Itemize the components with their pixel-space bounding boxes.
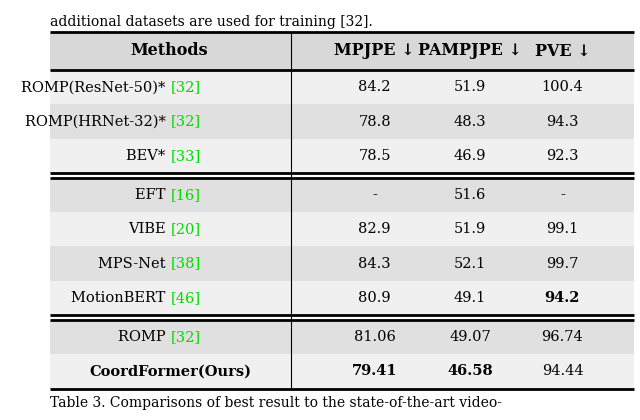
Bar — [49, 320, 634, 354]
Text: 96.74: 96.74 — [541, 330, 583, 344]
Bar — [49, 105, 634, 139]
Text: 94.44: 94.44 — [541, 365, 583, 378]
Text: 51.9: 51.9 — [454, 222, 486, 236]
Text: 46.9: 46.9 — [454, 149, 486, 163]
Text: 51.9: 51.9 — [454, 80, 486, 94]
Text: PAMPJPE ↓: PAMPJPE ↓ — [418, 42, 522, 59]
Text: 51.6: 51.6 — [454, 188, 486, 202]
Text: EFT: EFT — [135, 188, 170, 202]
Text: 49.07: 49.07 — [449, 330, 491, 344]
Text: 81.06: 81.06 — [354, 330, 396, 344]
Text: [38]: [38] — [170, 257, 200, 270]
Bar — [49, 281, 634, 315]
Text: 78.5: 78.5 — [358, 149, 391, 163]
Text: 84.2: 84.2 — [358, 80, 391, 94]
Text: [32]: [32] — [170, 115, 200, 129]
Text: 94.3: 94.3 — [546, 115, 579, 129]
Bar — [49, 212, 634, 247]
Text: [16]: [16] — [170, 188, 200, 202]
Text: additional datasets are used for training [32].: additional datasets are used for trainin… — [49, 15, 372, 29]
Text: [33]: [33] — [170, 149, 200, 163]
Text: [46]: [46] — [170, 291, 200, 305]
Bar — [49, 354, 634, 389]
Text: MotionBERT: MotionBERT — [71, 291, 170, 305]
Text: 79.41: 79.41 — [352, 365, 397, 378]
Text: VIBE: VIBE — [128, 222, 170, 236]
Text: [20]: [20] — [170, 222, 200, 236]
Text: [32]: [32] — [170, 330, 200, 344]
Text: 99.7: 99.7 — [547, 257, 579, 270]
Text: ROMP(ResNet-50)*: ROMP(ResNet-50)* — [21, 80, 170, 94]
Text: BEV*: BEV* — [127, 149, 170, 163]
Text: MPS-Net: MPS-Net — [98, 257, 170, 270]
Text: Methods: Methods — [130, 42, 207, 59]
Text: 80.9: 80.9 — [358, 291, 391, 305]
Text: 99.1: 99.1 — [547, 222, 579, 236]
Text: -: - — [372, 188, 377, 202]
Text: ROMP(HRNet-32)*: ROMP(HRNet-32)* — [25, 115, 170, 129]
Bar — [49, 178, 634, 212]
Bar — [49, 139, 634, 173]
Text: Table 3. Comparisons of best result to the state-of-the-art video-: Table 3. Comparisons of best result to t… — [49, 396, 502, 410]
Text: 94.2: 94.2 — [545, 291, 580, 305]
Text: 46.58: 46.58 — [447, 365, 493, 378]
Text: ROMP: ROMP — [118, 330, 170, 344]
Bar — [49, 32, 634, 70]
Text: 52.1: 52.1 — [454, 257, 486, 270]
Text: 84.3: 84.3 — [358, 257, 391, 270]
Text: [32]: [32] — [170, 80, 200, 94]
Text: 92.3: 92.3 — [546, 149, 579, 163]
Text: CoordFormer(Ours): CoordFormer(Ours) — [90, 365, 252, 378]
Text: 48.3: 48.3 — [454, 115, 486, 129]
Text: PVE ↓: PVE ↓ — [534, 42, 590, 59]
Bar — [49, 70, 634, 105]
Bar — [49, 247, 634, 281]
Text: 82.9: 82.9 — [358, 222, 391, 236]
Text: MPJPE ↓: MPJPE ↓ — [334, 42, 415, 59]
Text: 49.1: 49.1 — [454, 291, 486, 305]
Text: -: - — [560, 188, 565, 202]
Text: 78.8: 78.8 — [358, 115, 391, 129]
Text: 100.4: 100.4 — [541, 80, 583, 94]
